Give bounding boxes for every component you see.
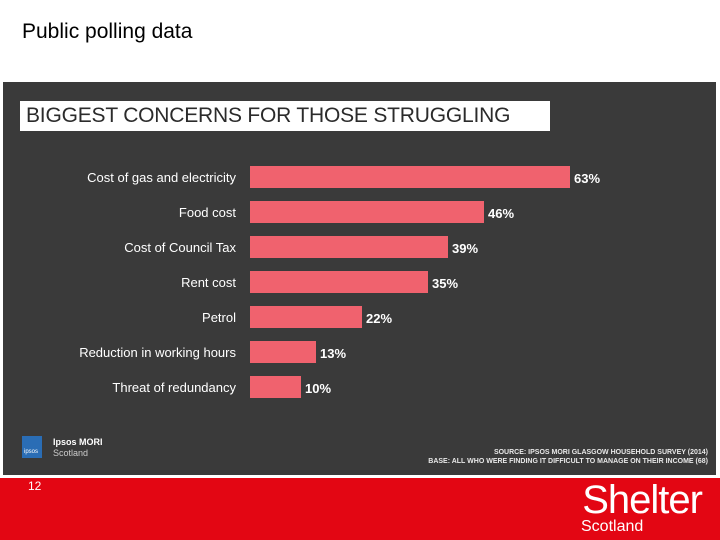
- bar: [250, 376, 301, 398]
- slide-title: Public polling data: [22, 20, 193, 43]
- value-label: 13%: [320, 346, 347, 361]
- ipsos-logo-text: ipsos: [24, 449, 39, 455]
- category-label: Petrol: [202, 310, 236, 325]
- value-label: 63%: [574, 171, 601, 186]
- footer-bar: [0, 478, 720, 540]
- page-number: 12: [28, 479, 42, 493]
- logo-name: Ipsos MORI: [53, 437, 103, 447]
- logo-subtitle: Scotland: [53, 448, 89, 458]
- bar: [250, 201, 484, 223]
- bar: [250, 236, 448, 258]
- bar: [250, 166, 570, 188]
- chart-title: BIGGEST CONCERNS FOR THOSE STRUGGLING: [20, 101, 550, 131]
- bar: [250, 271, 428, 293]
- base-note: BASE: ALL WHO WERE FINDING IT DIFFICULT …: [428, 458, 708, 465]
- value-label: 39%: [452, 241, 479, 256]
- bar: [250, 306, 362, 328]
- category-label: Cost of Council Tax: [124, 240, 236, 255]
- category-label: Threat of redundancy: [112, 380, 236, 395]
- bar: [250, 341, 316, 363]
- value-label: 35%: [432, 276, 459, 291]
- category-label: Food cost: [178, 205, 236, 220]
- value-label: 46%: [488, 206, 515, 221]
- category-label: Cost of gas and electricity: [87, 170, 236, 185]
- value-label: 10%: [305, 381, 332, 396]
- shelter-brand-logo: Shelter: [582, 478, 703, 522]
- ipsos-logo-icon: ipsos: [22, 436, 42, 458]
- shelter-brand-subtitle: Scotland: [581, 518, 644, 535]
- source-note: SOURCE: IPSOS MORI GLASGOW HOUSEHOLD SUR…: [493, 449, 708, 456]
- category-label: Rent cost: [181, 275, 236, 290]
- category-label: Reduction in working hours: [79, 345, 236, 360]
- value-label: 22%: [366, 311, 393, 326]
